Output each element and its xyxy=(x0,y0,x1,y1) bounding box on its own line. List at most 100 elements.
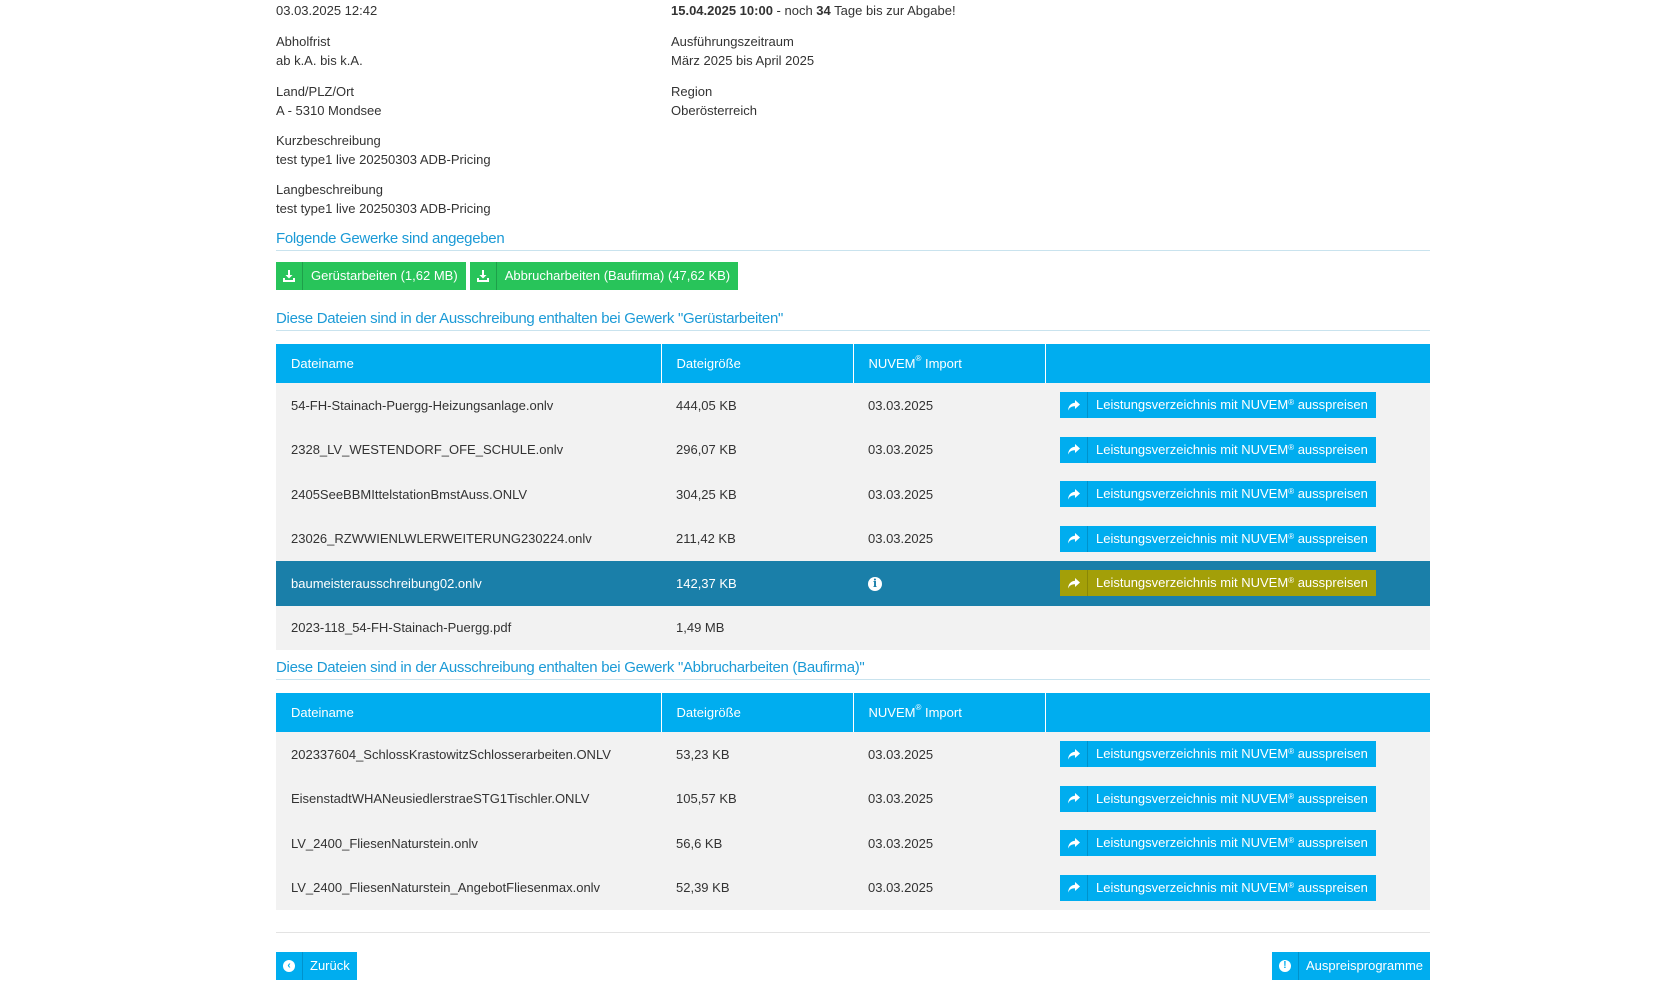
published-date: 03.03.2025 12:42 xyxy=(276,3,378,18)
header-nuvem: NUVEM xyxy=(868,356,916,371)
download-icon xyxy=(276,262,303,290)
header-nuvem: NUVEM xyxy=(868,705,916,720)
section2-table: Dateiname Dateigröße NUVEM® Import 20233… xyxy=(276,693,1430,910)
price-with-nuvem-button[interactable]: Leistungsverzeichnis mit NUVEM® aussprei… xyxy=(1060,741,1376,768)
price-with-nuvem-button[interactable]: Leistungsverzeichnis mit NUVEM® aussprei… xyxy=(1060,830,1376,857)
price-with-nuvem-button[interactable]: Leistungsverzeichnis mit NUVEM® aussprei… xyxy=(1060,392,1376,419)
price-button-label: Leistungsverzeichnis mit NUVEM® aussprei… xyxy=(1088,741,1376,767)
file-size: 444,05 KB xyxy=(661,383,853,428)
table-row: LV_2400_FliesenNaturstein_AngebotFliesen… xyxy=(276,865,1430,910)
action-cell: Leistungsverzeichnis mit NUVEM® aussprei… xyxy=(1045,516,1430,561)
price-button-suffix: ausspreisen xyxy=(1294,441,1368,457)
table-row: 2328_LV_WESTENDORF_OFE_SCHULE.onlv 296,07… xyxy=(276,427,1430,472)
column-header-size: Dateigröße xyxy=(661,344,854,383)
action-cell: Leistungsverzeichnis mit NUVEM® aussprei… xyxy=(1045,865,1430,910)
price-with-nuvem-button[interactable]: Leistungsverzeichnis mit NUVEM® aussprei… xyxy=(1060,481,1376,508)
file-name[interactable]: 23026_RZWWIENLWLERWEITERUNG230224.onlv xyxy=(276,516,661,561)
table-header-row: Dateiname Dateigröße NUVEM® Import xyxy=(276,693,1430,732)
location-value: A - 5310 Mondsee xyxy=(276,103,382,118)
location-group: Land/PLZ/Ort A - 5310 Mondsee xyxy=(276,82,382,120)
info-icon[interactable]: i xyxy=(868,577,882,592)
price-with-nuvem-button[interactable]: Leistungsverzeichnis mit NUVEM® aussprei… xyxy=(1060,874,1376,901)
price-with-nuvem-button[interactable]: Leistungsverzeichnis mit NUVEM® aussprei… xyxy=(1060,525,1376,552)
file-name[interactable]: 2023-118_54-FH-Stainach-Puergg.pdf xyxy=(276,605,661,650)
download-label: Abbrucharbeiten (Baufirma) (47,62 KB) xyxy=(504,268,731,283)
file-name[interactable]: LV_2400_FliesenNaturstein.onlv xyxy=(276,821,661,866)
pickup-group: Abholfrist ab k.A. bis k.A. xyxy=(276,32,363,70)
price-with-nuvem-button[interactable]: Leistungsverzeichnis mit NUVEM® aussprei… xyxy=(1060,570,1376,597)
table-row: 23026_RZWWIENLWLERWEITERUNG230224.onlv 21… xyxy=(276,516,1430,561)
file-name[interactable]: baumeisterausschreibung02.onlv xyxy=(276,561,661,606)
section1-title: Diese Dateien sind in der Ausschreibung … xyxy=(276,309,1430,331)
price-button-label: Leistungsverzeichnis mit NUVEM® aussprei… xyxy=(1088,392,1376,418)
pickup-value: ab k.A. bis k.A. xyxy=(276,53,363,68)
execution-group: Ausführungszeitraum März 2025 bis April … xyxy=(671,32,814,70)
back-label: Zurück xyxy=(310,958,350,973)
price-button-prefix: Leistungsverzeichnis mit NUVEM xyxy=(1096,790,1289,806)
file-size: 52,39 KB xyxy=(661,865,853,910)
header-import-suffix: Import xyxy=(921,705,962,720)
price-button-label: Leistungsverzeichnis mit NUVEM® aussprei… xyxy=(1088,786,1376,812)
tender-meta: 03.03.2025 12:42 Abholfrist ab k.A. bis … xyxy=(276,0,1430,222)
price-button-suffix: ausspreisen xyxy=(1294,575,1368,591)
import-date: 03.03.2025 xyxy=(853,383,1045,428)
action-cell: Leistungsverzeichnis mit NUVEM® aussprei… xyxy=(1045,821,1430,866)
price-button-prefix: Leistungsverzeichnis mit NUVEM xyxy=(1096,575,1289,591)
price-with-nuvem-button[interactable]: Leistungsverzeichnis mit NUVEM® aussprei… xyxy=(1060,785,1376,812)
column-header-name: Dateiname xyxy=(276,693,662,732)
column-header-name: Dateiname xyxy=(276,344,662,383)
share-arrow-icon xyxy=(1060,874,1088,901)
registered-mark: ® xyxy=(915,703,922,712)
region-value: Oberösterreich xyxy=(671,103,757,118)
short-desc-group: Kurzbeschreibung test type1 live 2025030… xyxy=(276,131,491,169)
registered-mark: ® xyxy=(915,354,922,363)
price-button-label: Leistungsverzeichnis mit NUVEM® aussprei… xyxy=(1088,875,1376,901)
price-button-suffix: ausspreisen xyxy=(1294,835,1368,851)
arrow-left-circle-icon: ‹ xyxy=(276,952,303,980)
table-row: LV_2400_FliesenNaturstein.onlv 56,6 KB 03.… xyxy=(276,821,1430,866)
long-desc-label: Langbeschreibung xyxy=(276,182,383,197)
action-cell xyxy=(1045,605,1430,650)
tender-detail: 03.03.2025 12:42 Abholfrist ab k.A. bis … xyxy=(276,0,1430,980)
download-geruestarbeiten-button[interactable]: Gerüstarbeiten (1,62 MB) xyxy=(276,262,466,290)
download-abbrucharbeiten-button[interactable]: Abbrucharbeiten (Baufirma) (47,62 KB) xyxy=(469,262,739,290)
execution-label: Ausführungszeitraum xyxy=(671,34,794,49)
download-label: Gerüstarbeiten (1,62 MB) xyxy=(311,268,458,283)
long-desc-group: Langbeschreibung test type1 live 2025030… xyxy=(276,180,491,218)
share-arrow-icon xyxy=(1060,436,1088,463)
registered-mark: ® xyxy=(1288,836,1295,846)
registered-mark: ® xyxy=(1288,576,1295,586)
registered-mark: ® xyxy=(1288,747,1295,757)
price-button-suffix: ausspreisen xyxy=(1294,879,1368,895)
section2-title: Diese Dateien sind in der Ausschreibung … xyxy=(276,658,1430,680)
pricing-programs-label: Auspreisprogramme xyxy=(1305,958,1423,973)
section2-rows: 202337604_SchlossKrastowitzSchlosserarbe… xyxy=(276,732,1430,910)
price-button-prefix: Leistungsverzeichnis mit NUVEM xyxy=(1096,530,1289,546)
execution-value: März 2025 bis April 2025 xyxy=(671,53,815,68)
file-name[interactable]: 2405SeeBBMIttelstationBmstAuss.ONLV xyxy=(276,472,661,517)
registered-mark: ® xyxy=(1288,487,1295,497)
table-row: 54-FH-Stainach-Puergg-Heizungsanlage.onl… xyxy=(276,383,1430,428)
registered-mark: ® xyxy=(1288,880,1295,890)
file-size: 304,25 KB xyxy=(661,472,853,517)
import-date: 03.03.2025 xyxy=(853,732,1045,777)
file-name[interactable]: 2328_LV_WESTENDORF_OFE_SCHULE.onlv xyxy=(276,427,661,472)
price-button-suffix: ausspreisen xyxy=(1294,746,1368,762)
column-header-actions xyxy=(1045,344,1430,383)
import-status: i xyxy=(853,561,1045,606)
price-button-suffix: ausspreisen xyxy=(1294,486,1368,502)
price-button-suffix: ausspreisen xyxy=(1294,397,1368,413)
file-name[interactable]: LV_2400_FliesenNaturstein_AngebotFliesen… xyxy=(276,865,661,910)
table-row: baumeisterausschreibung02.onlv 142,37 KB i… xyxy=(276,561,1430,606)
pricing-programs-button[interactable]: ! Auspreisprogramme xyxy=(1271,952,1430,980)
deadline: 15.04.2025 10:00 - noch 34 Tage bis zur … xyxy=(671,1,956,20)
price-with-nuvem-button[interactable]: Leistungsverzeichnis mit NUVEM® aussprei… xyxy=(1060,436,1376,463)
section1-table: Dateiname Dateigröße NUVEM® Import 54-FH… xyxy=(276,344,1430,650)
back-button[interactable]: ‹ Zurück xyxy=(276,952,357,980)
file-name[interactable]: EisenstadtWHANeusiedlerstraeSTG1Tischler… xyxy=(276,776,661,821)
registered-mark: ® xyxy=(1288,398,1295,408)
file-name[interactable]: 54-FH-Stainach-Puergg-Heizungsanlage.onl… xyxy=(276,383,661,428)
short-desc-label: Kurzbeschreibung xyxy=(276,133,381,148)
file-size: 1,49 MB xyxy=(661,605,853,650)
file-name[interactable]: 202337604_SchlossKrastowitzSchlosserarbe… xyxy=(276,732,661,777)
